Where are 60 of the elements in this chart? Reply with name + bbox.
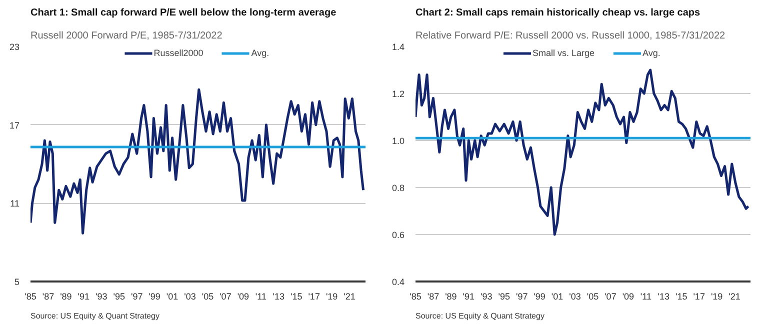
x-tick-label: '03	[184, 292, 196, 302]
y-tick-label: 0.8	[392, 183, 405, 193]
legend-label: Small vs. Large	[532, 48, 595, 58]
chart-title: Chart 2: Small caps remain historically cheap vs. large caps	[416, 8, 701, 18]
x-tick-label: '13	[658, 292, 670, 302]
line-series	[416, 68, 750, 236]
x-tick-label: '01	[551, 292, 564, 302]
y-tick-label: 1.2	[392, 89, 405, 99]
legend-label: Russell2000	[154, 48, 204, 58]
x-tick-label: '91	[78, 292, 90, 302]
y-tick-label: 17	[9, 120, 20, 130]
legend-label: Avg.	[642, 48, 662, 58]
x-tick-label: '99	[534, 292, 546, 302]
x-tick-label: '87	[42, 292, 54, 302]
x-tick-label: '17	[693, 292, 705, 302]
legend-label: Avg.	[251, 48, 270, 58]
x-tick-label: '09	[622, 292, 634, 302]
y-tick-label: 5	[14, 277, 20, 287]
chart-subtitle: Relative Forward P/E: Russell 2000 vs. Russell 1000, 1985-7/31/2022	[416, 30, 726, 42]
y-tick-label: 0.6	[392, 230, 405, 240]
x-tick-label: '99	[148, 292, 160, 302]
x-tick-label: '09	[237, 292, 250, 302]
line-series	[30, 88, 365, 234]
x-tick-label: '93	[96, 292, 108, 302]
x-tick-label: '89	[60, 292, 72, 302]
source-note: Source: US Equity & Quant Strategy	[30, 312, 160, 320]
x-tick-label: '11	[640, 292, 652, 302]
chart-title: Chart 1: Small cap forward P/E well below the long-term average	[30, 8, 337, 18]
y-tick-label: 0.4	[392, 277, 405, 287]
x-tick-label: '21	[344, 292, 356, 302]
x-tick-label: '91	[462, 292, 475, 302]
x-tick-label: '15	[676, 292, 688, 302]
x-tick-label: '15	[290, 292, 302, 302]
x-tick-label: '05	[586, 292, 599, 302]
x-tick-label: '03	[569, 292, 581, 302]
x-tick-label: '07	[604, 292, 616, 302]
x-tick-label: '93	[480, 292, 492, 302]
x-tick-label: '07	[220, 292, 232, 302]
y-tick-label: 23	[9, 42, 20, 52]
source-note: Source: US Equity & Quant Strategy	[416, 312, 544, 320]
x-tick-label: '97	[130, 292, 143, 302]
x-tick-label: '97	[516, 292, 528, 302]
y-tick-label: 1.4	[392, 42, 405, 52]
x-tick-label: '85	[24, 292, 36, 302]
x-tick-label: '13	[272, 292, 285, 302]
x-tick-label: '05	[202, 292, 214, 302]
x-tick-label: '17	[308, 292, 320, 302]
x-tick-label: '01	[166, 292, 178, 302]
x-tick-label: '87	[427, 292, 440, 302]
x-tick-label: '95	[113, 292, 125, 302]
y-tick-label: 11	[10, 198, 20, 209]
x-tick-label: '19	[710, 292, 723, 302]
y-tick-label: 1.0	[392, 136, 405, 146]
x-tick-label: '89	[445, 292, 457, 302]
x-tick-label: '85	[410, 292, 422, 302]
chart-subtitle: Russell 2000 Forward P/E, 1985-7/31/2022	[30, 30, 223, 42]
x-tick-label: '95	[498, 292, 510, 302]
x-tick-label: '21	[728, 292, 740, 302]
x-tick-label: '19	[326, 292, 338, 302]
x-tick-label: '11	[255, 292, 266, 302]
